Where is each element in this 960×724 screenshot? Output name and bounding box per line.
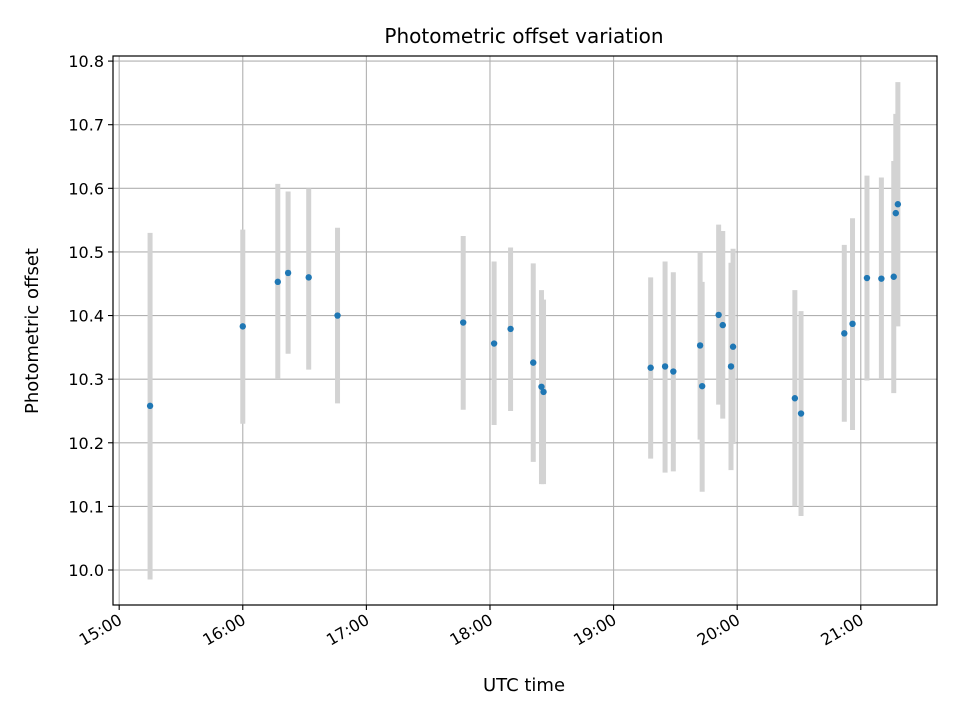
y-tick-label: 10.7 [68, 116, 104, 135]
y-tick-label: 10.2 [68, 434, 104, 453]
data-point [892, 209, 899, 217]
y-tick-label: 10.8 [68, 52, 104, 71]
data-point [849, 320, 856, 328]
data-point [791, 395, 799, 402]
data-point [729, 343, 737, 350]
data-point [305, 274, 312, 281]
data-point [863, 274, 871, 282]
data-point [647, 364, 654, 371]
y-tick-label: 10.6 [68, 179, 104, 198]
data-point [507, 325, 514, 333]
data-point [239, 323, 246, 330]
plot-frame [112, 55, 938, 606]
grid [113, 56, 937, 605]
data-point [727, 363, 735, 370]
y-tick-label: 10.3 [68, 370, 104, 389]
data-point [334, 312, 341, 319]
data-point [797, 410, 805, 417]
data-point [696, 342, 704, 349]
data-points [146, 201, 902, 417]
data-point [284, 269, 292, 277]
y-tick-label: 10.4 [68, 307, 104, 326]
data-point [460, 319, 467, 326]
data-point [841, 330, 848, 337]
data-point [670, 368, 677, 375]
data-point [146, 402, 154, 410]
data-point [274, 278, 281, 286]
data-point [538, 383, 545, 390]
data-point [719, 321, 726, 329]
data-point [661, 363, 669, 370]
y-axis-label: Photometric offset [22, 248, 43, 414]
data-point [698, 382, 706, 390]
y-tick-label: 10.5 [68, 243, 104, 262]
data-point [894, 201, 902, 208]
x-axis-label: UTC time [483, 675, 565, 696]
y-tick-label: 10.0 [68, 561, 104, 580]
y-axis-ticks: 10.0 10.1 10.2 10.3 10.4 10.5 10.6 10.7 10.8 [68, 52, 113, 580]
data-point [490, 340, 498, 347]
data-point [540, 388, 547, 396]
y-tick-label: 10.1 [68, 497, 104, 516]
data-point [530, 359, 537, 366]
data-point [715, 311, 722, 319]
chart-title: Photometric offset variation [384, 24, 663, 48]
data-point [878, 275, 885, 282]
data-point [890, 273, 897, 280]
